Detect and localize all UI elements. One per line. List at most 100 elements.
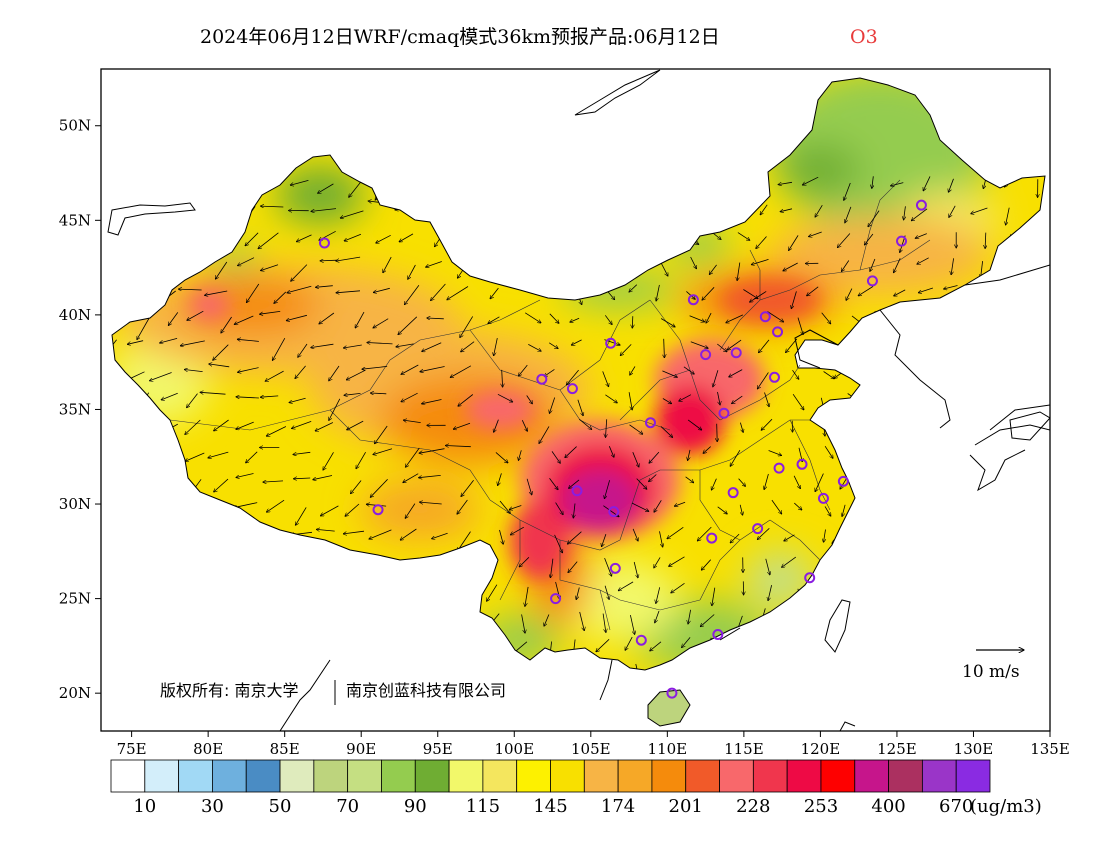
wind-arrow <box>315 422 334 432</box>
wind-arrow <box>150 372 172 381</box>
wind-arrow <box>778 181 793 184</box>
wind-arrow <box>842 504 846 517</box>
colorbar-swatch <box>955 759 991 793</box>
wind-arrow <box>373 448 393 455</box>
wind-arrow <box>604 585 609 600</box>
station-marker <box>372 504 384 516</box>
wind-arrow <box>685 476 694 483</box>
wind-arrow <box>868 210 880 227</box>
lon-tick-label: 90E <box>346 740 376 758</box>
wind-arrow <box>654 500 662 512</box>
wind-arrow <box>519 557 530 567</box>
colorbar-label: 70 <box>336 796 359 817</box>
wind-arrow <box>628 392 632 410</box>
lat-tick-label: 35N <box>59 400 91 418</box>
wind-arrow <box>137 318 150 340</box>
wind-arrow <box>419 448 445 454</box>
wind-arrow <box>290 180 309 185</box>
colorbar-label: 201 <box>669 796 703 817</box>
wind-arrow <box>709 264 717 275</box>
wind-arrow <box>726 314 744 323</box>
wind-arrow <box>717 343 727 352</box>
lon-tick-label: 120E <box>801 740 841 758</box>
wind-arrow <box>525 586 529 607</box>
wind-arrow <box>238 367 259 373</box>
wind-arrow <box>445 446 471 447</box>
wind-arrow <box>422 342 442 352</box>
colorbar-swatch <box>279 759 315 793</box>
wind-arrow <box>764 473 769 490</box>
wind-arrow <box>764 392 770 407</box>
wind-arrow <box>487 584 498 602</box>
wind-arrow <box>732 395 743 404</box>
wind-arrow <box>824 445 833 458</box>
wind-arrow <box>367 343 393 344</box>
colorbar-swatch <box>752 759 788 793</box>
colorbar-label: 30 <box>201 796 224 817</box>
lon-tick-label: 110E <box>648 740 688 758</box>
wind-arrow <box>702 287 715 300</box>
wind-arrow <box>971 207 988 214</box>
wind-arrow <box>631 502 649 511</box>
wind-arrow <box>765 558 770 575</box>
wind-arrow <box>551 451 560 463</box>
station-marker <box>318 237 330 249</box>
wind-arrow <box>565 446 577 458</box>
station-marker <box>796 458 808 470</box>
station-marker <box>759 311 771 323</box>
map-border <box>100 68 1051 732</box>
lon-tick-label: 80E <box>193 740 223 758</box>
wind-arrow <box>656 284 660 301</box>
wind-arrow <box>398 316 418 335</box>
wind-arrow <box>260 396 279 397</box>
wind-arrow <box>629 284 638 292</box>
wind-arrow <box>738 478 746 487</box>
wind-arrow <box>802 176 819 185</box>
wind-arrow <box>985 232 986 249</box>
wind-arrow <box>521 614 526 633</box>
wind-arrow <box>917 257 929 264</box>
colorbar-swatch <box>651 759 687 793</box>
wind-arrow <box>426 261 442 268</box>
wind-arrow <box>293 478 311 479</box>
wind-arrow <box>688 609 691 624</box>
wind-arrow <box>316 529 335 531</box>
wind-arrow <box>453 422 471 429</box>
lon-tick-label: 115E <box>724 740 764 758</box>
wind-arrow <box>345 503 360 516</box>
wind-arrow <box>573 503 575 519</box>
wind-arrow <box>632 452 639 467</box>
wind-arrow <box>577 399 583 416</box>
wind-arrow <box>632 528 638 541</box>
wind-arrow <box>823 371 835 379</box>
wind-arrow <box>184 370 203 372</box>
wind-arrow <box>602 533 607 547</box>
wind-arrow <box>794 502 802 510</box>
wind-arrow <box>289 397 306 402</box>
wind-arrow <box>404 285 420 304</box>
station-marker <box>536 373 548 385</box>
wind-arrow <box>524 312 541 323</box>
wind-arrow <box>498 473 502 485</box>
wind-arrow <box>405 503 416 519</box>
station-marker <box>896 235 908 247</box>
wind-arrow <box>633 561 638 578</box>
wind-arrow <box>383 256 392 273</box>
wind-arrow <box>215 261 228 279</box>
colorbar-label: 174 <box>601 796 635 817</box>
copyright-text: 版权所有: 南京大学 <box>160 681 298 700</box>
colorbar-swatch <box>854 759 889 793</box>
wind-arrow <box>161 392 178 400</box>
wind-arrow <box>320 505 339 516</box>
wind-arrow <box>717 506 728 514</box>
wind-arrow <box>674 501 686 506</box>
wind-arrow <box>780 208 793 212</box>
wind-arrow <box>840 476 848 489</box>
colorbar-swatch <box>617 759 653 793</box>
station-marker <box>915 199 927 211</box>
wind-arrow <box>948 178 954 193</box>
colorbar-swatch <box>313 759 349 793</box>
wind-arrow <box>824 506 831 516</box>
wind-arrow <box>292 421 312 428</box>
colorbar-swatch <box>144 759 180 793</box>
